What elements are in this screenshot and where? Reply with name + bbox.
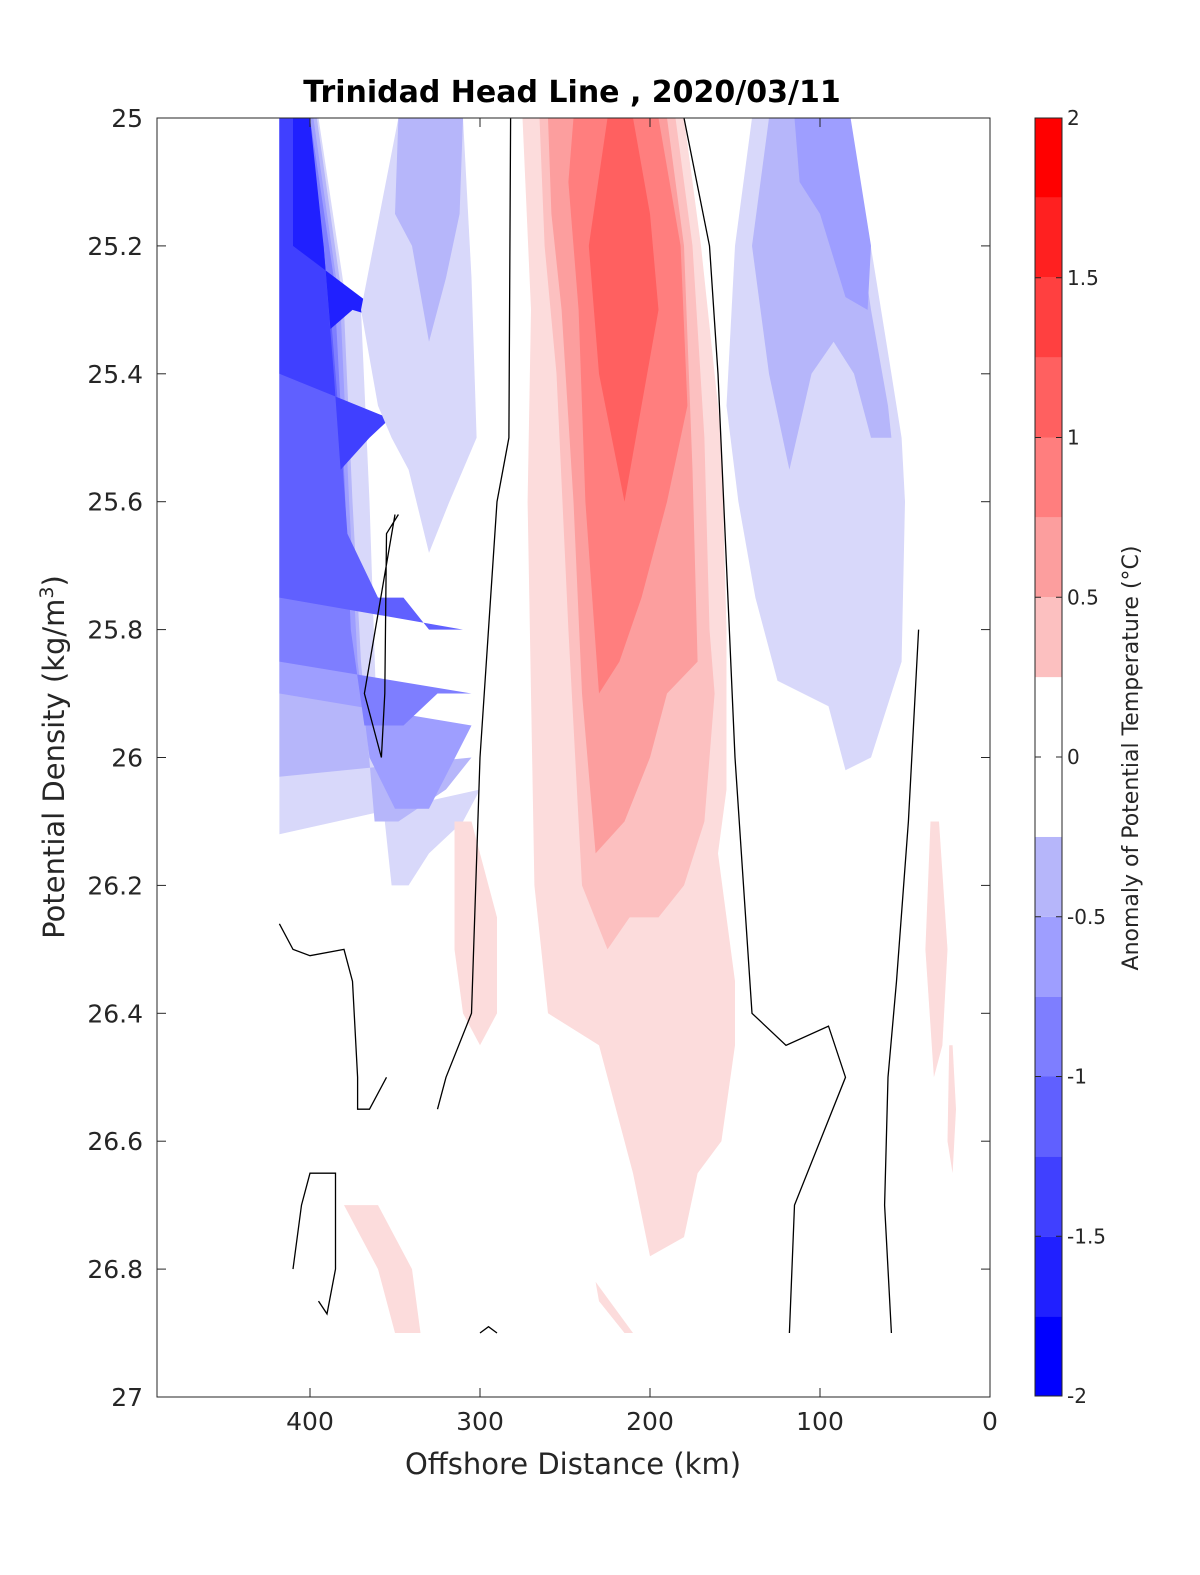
colorbar-label: Anomaly of Potential Temperature (°C) — [1119, 546, 1144, 971]
anomaly-region — [454, 821, 497, 1046]
y-tick-label: 25.4 — [87, 360, 143, 389]
zero-contour-line — [479, 1325, 498, 1334]
anomaly-region — [279, 118, 438, 470]
plot-area — [279, 118, 956, 1333]
colorbar-tick-label: 0.5 — [1067, 585, 1099, 609]
colorbar-tick-label: 1 — [1067, 426, 1080, 450]
colorbar-band — [1035, 118, 1062, 198]
y-axis-label-close: ) — [37, 575, 71, 586]
colorbar-band — [1035, 757, 1062, 837]
colorbar-tick-label: -1.5 — [1067, 1224, 1106, 1248]
anomaly-region — [344, 1205, 421, 1333]
zero-contour-line — [683, 118, 847, 1334]
anomaly-region — [595, 1281, 633, 1333]
colorbar-band — [1035, 836, 1062, 917]
chart-title: Trinidad Head Line , 2020/03/11 — [303, 75, 840, 110]
y-axis: 25 25.2 25.4 25.6 25.8 26 26.2 26.4 26.6 26.8 27 — [87, 104, 990, 1412]
colorbar-band — [1035, 996, 1062, 1077]
anomaly-region — [752, 118, 892, 470]
colorbar-band — [1035, 1316, 1062, 1396]
colorbar-band — [1035, 197, 1062, 278]
colorbar-band — [1035, 1236, 1062, 1317]
colorbar-tick-label: 2 — [1067, 106, 1080, 130]
anomaly-region — [588, 118, 659, 502]
colorbar-tick-label: 0 — [1067, 745, 1080, 769]
y-axis-label-text: Potential Density (kg/m — [37, 599, 71, 939]
zero-contour-line — [292, 1172, 337, 1316]
x-tick-label: 100 — [796, 1407, 844, 1436]
x-tick-label: 200 — [626, 1407, 674, 1436]
x-tick-label: 0 — [982, 1407, 998, 1436]
y-tick-label: 26.2 — [87, 871, 143, 900]
y-tick-label: 27 — [111, 1383, 143, 1412]
colorbar: -2 -1.5 -1 -0.5 0 0.5 1 1.5 2 — [1034, 106, 1106, 1408]
colorbar-band — [1035, 437, 1062, 518]
colorbar-tick-label: -1 — [1067, 1065, 1087, 1089]
y-tick-label: 26.6 — [87, 1127, 143, 1156]
y-tick-label: 25.2 — [87, 232, 143, 261]
colorbar-tick-label: -2 — [1067, 1384, 1087, 1408]
anomaly-region — [293, 118, 395, 329]
colorbar-tick-label: 1.5 — [1067, 266, 1099, 290]
colorbar-band — [1035, 916, 1062, 997]
y-tick-label: 25 — [111, 104, 143, 133]
y-tick-label: 25.8 — [87, 616, 143, 645]
zero-contour-line — [436, 118, 512, 1110]
colorbar-tick-label: -0.5 — [1067, 905, 1106, 929]
y-axis-label: Potential Density (kg/m3) — [36, 575, 71, 939]
anomaly-region — [279, 118, 463, 630]
anomaly-region — [395, 118, 463, 342]
x-tick-label: 300 — [456, 1407, 504, 1436]
x-axis-label: Offshore Distance (km) — [405, 1447, 741, 1481]
colorbar-band — [1035, 677, 1062, 757]
y-tick-label: 25.6 — [87, 488, 143, 517]
y-axis-label-superscript: 3 — [36, 586, 58, 598]
colorbar-band — [1035, 517, 1062, 598]
zero-contour-line — [278, 923, 388, 1110]
colorbar-band — [1035, 597, 1062, 678]
anomaly-region — [947, 1045, 956, 1174]
zero-contour-line — [883, 629, 920, 1334]
y-tick-label: 26.8 — [87, 1255, 143, 1284]
colorbar-band — [1035, 277, 1062, 358]
y-tick-label: 26 — [111, 744, 143, 773]
colorbar-band — [1035, 357, 1062, 438]
x-axis: 400 300 200 100 0 — [286, 118, 998, 1436]
zero-contour-lines — [278, 118, 920, 1334]
colorbar-band — [1035, 1076, 1062, 1157]
y-tick-label: 26.4 — [87, 999, 143, 1028]
zero-contour-line — [363, 514, 399, 758]
colorbar-band — [1035, 1156, 1062, 1237]
x-tick-label: 400 — [286, 1407, 334, 1436]
anomaly-region — [794, 118, 871, 310]
anomaly-region — [925, 821, 948, 1078]
